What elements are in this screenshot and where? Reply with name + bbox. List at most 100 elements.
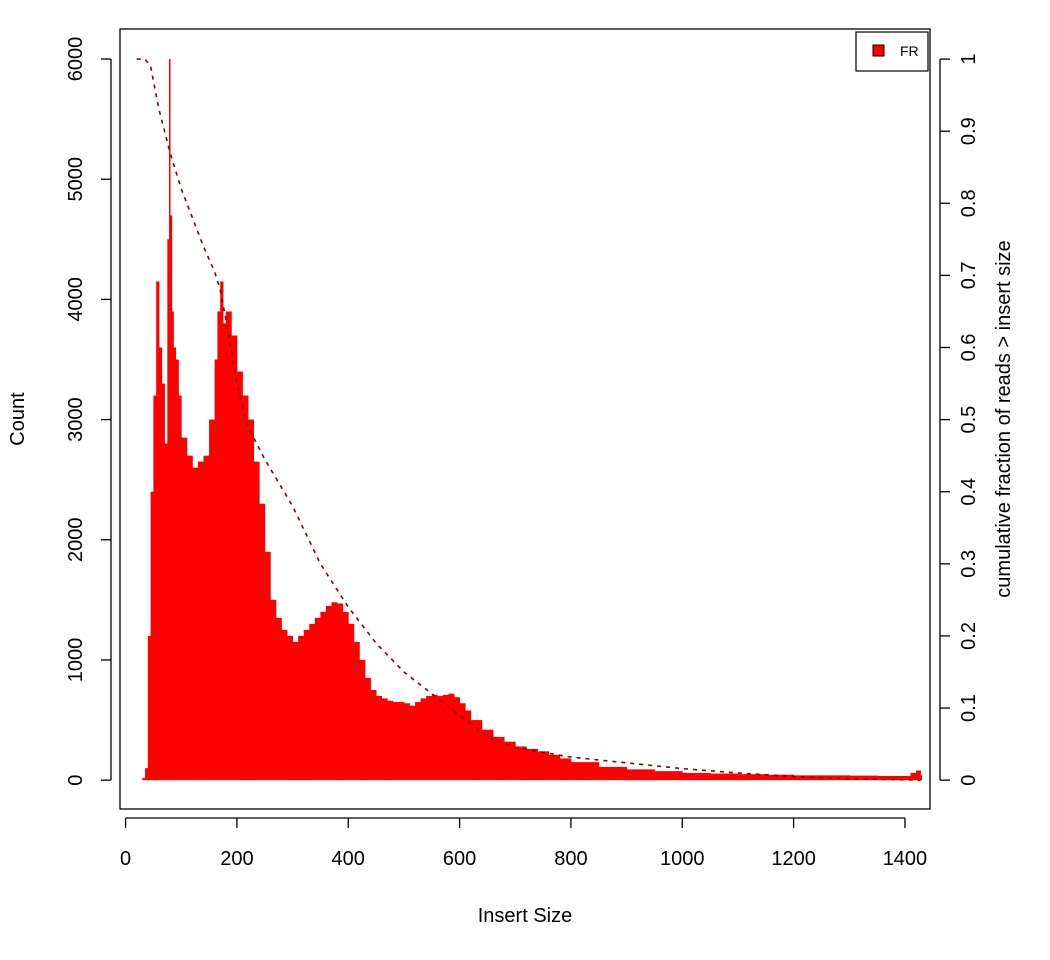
histogram-bar	[170, 215, 173, 781]
histogram-bar	[910, 772, 917, 781]
histogram-bar	[598, 766, 627, 781]
y-tick-label: 5000	[65, 157, 87, 202]
histogram-bar	[504, 741, 516, 781]
histogram-bar	[426, 696, 433, 781]
histogram-bar	[248, 419, 255, 781]
legend: FR	[855, 31, 929, 72]
histogram-bar	[398, 702, 405, 781]
histogram-bar	[153, 395, 157, 781]
x-axis: 0 200 400 600 800 1000 1200 1400	[120, 817, 928, 870]
histogram-bar	[470, 720, 483, 781]
histogram-bar	[253, 461, 260, 781]
histogram-bar	[548, 754, 561, 781]
y2-tick-label: 0.3	[958, 550, 980, 578]
y2-tick-label: 0.1	[958, 694, 980, 722]
histogram-bar	[364, 678, 371, 781]
histogram-bar	[515, 746, 527, 781]
histogram-bar	[387, 700, 394, 781]
histogram-bar	[161, 383, 165, 781]
y2-tick-label: 1	[958, 54, 980, 65]
histogram-bar	[626, 769, 655, 781]
histogram-bar	[454, 697, 460, 781]
plot-frame	[119, 28, 931, 810]
histogram-bar	[904, 775, 911, 781]
histogram-bar	[264, 551, 271, 781]
histogram-bar	[526, 748, 538, 781]
histogram-bar	[342, 611, 349, 781]
histogram-bar	[420, 698, 427, 781]
legend-label: FR	[900, 43, 919, 59]
histogram-bar	[259, 503, 266, 781]
histogram-bar	[737, 774, 767, 781]
histogram-bar	[309, 623, 316, 781]
x-tick-label: 1400	[883, 848, 928, 870]
histogram-bars	[142, 59, 923, 781]
histogram-bar	[158, 347, 163, 781]
histogram-bar	[877, 775, 906, 781]
histogram-bar	[217, 311, 221, 781]
histogram-bar	[465, 710, 472, 781]
histogram-bar	[150, 491, 154, 781]
y-axis-title: Count	[7, 392, 29, 446]
cumulative-line	[136, 58, 921, 781]
histogram-bar	[481, 729, 494, 781]
legend-swatch	[872, 44, 885, 57]
histogram-bar	[710, 773, 739, 781]
histogram-bar	[145, 768, 149, 781]
histogram-bar	[570, 762, 600, 781]
y-tick-label: 0	[65, 775, 87, 786]
histogram-bar	[225, 311, 232, 781]
x-tick-label: 1000	[660, 848, 705, 870]
histogram-bar	[178, 395, 182, 781]
histogram-bar	[192, 467, 199, 781]
histogram-bar	[171, 311, 174, 781]
histogram-bar	[209, 419, 216, 781]
x-axis-title: Insert Size	[478, 905, 572, 927]
y2-tick-label: 0.5	[958, 406, 980, 434]
histogram-bar	[370, 690, 377, 781]
y-tick-label: 2000	[65, 518, 87, 563]
y2-axis: 0 0.1 0.2 0.3 0.4 0.5 0.6 0.7 0.8 0.9 1	[939, 54, 980, 786]
histogram-bar	[181, 437, 188, 781]
histogram-bar	[214, 359, 218, 781]
y-tick-label: 1000	[65, 638, 87, 683]
histogram-bar	[186, 455, 193, 781]
histogram-bar	[168, 59, 171, 781]
histogram-bar	[415, 702, 422, 781]
histogram-bar	[492, 736, 505, 781]
y2-tick-label: 0.7	[958, 261, 980, 289]
histogram-bar	[331, 602, 338, 781]
histogram-bar	[459, 703, 466, 781]
y2-tick-label: 0	[958, 775, 980, 786]
histogram-bar	[381, 698, 388, 781]
histogram-bar	[164, 443, 168, 781]
histogram-bar	[537, 751, 550, 781]
histogram-bar	[353, 641, 360, 781]
legend-box	[855, 31, 929, 72]
y2-tick-label: 0.8	[958, 189, 980, 217]
histogram-bar	[392, 702, 399, 781]
histogram-bar	[682, 772, 711, 781]
y2-axis-title: cumulative fraction of reads > insert si…	[993, 240, 1015, 597]
histogram-bar	[231, 335, 238, 781]
y2-tick-label: 0.2	[958, 622, 980, 650]
histogram-bar	[287, 635, 293, 781]
histogram-bar	[222, 323, 227, 781]
histogram-bar	[242, 395, 249, 781]
histogram-bar	[448, 693, 455, 781]
histogram-bar	[437, 696, 444, 781]
histogram-bar	[298, 635, 305, 781]
histogram-bar	[281, 629, 288, 781]
histogram-bar	[793, 775, 822, 781]
histogram-bar	[292, 641, 299, 781]
y-axis: 0 1000 2000 3000 4000 5000 6000	[65, 37, 112, 786]
histogram-bar	[849, 775, 878, 781]
histogram-bar	[142, 777, 146, 781]
histogram-bar	[156, 281, 160, 781]
histogram-bar	[236, 371, 243, 781]
x-tick-label: 0	[120, 848, 131, 870]
histogram-bar	[275, 617, 282, 781]
x-tick-label: 400	[332, 848, 365, 870]
y2-tick-label: 0.6	[958, 334, 980, 362]
y-tick-label: 4000	[65, 277, 87, 322]
